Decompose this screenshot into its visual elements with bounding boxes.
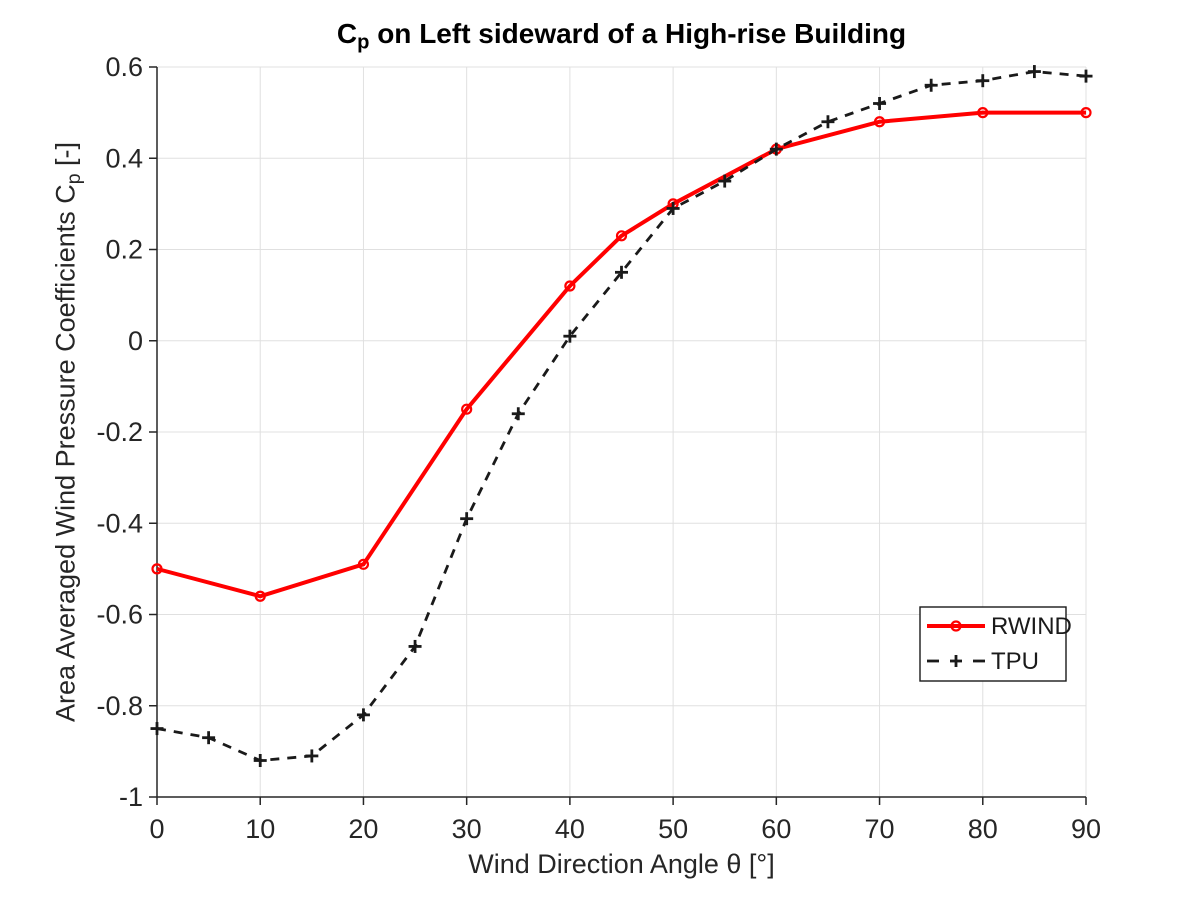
y-tick-labels: 0.6 0.4 0.2 0 -0.2 -0.4 -0.6 -0.8 -1 [96,52,143,812]
x-tick-label: 80 [968,814,998,844]
x-tick-label: 60 [761,814,791,844]
data-point-rwind [615,230,628,242]
data-point-rwind [254,590,266,602]
data-point-rwind [461,403,473,415]
data-point-tpu [769,142,783,156]
legend-label-rwind: RWIND [991,613,1072,640]
series-tpu [150,65,1093,767]
y-tick-label: -0.8 [96,691,143,721]
chart-title-main: C [336,18,358,49]
data-point-rwind [151,563,163,575]
x-tick-label: 10 [245,814,275,844]
y-tick-label: -0.2 [96,417,143,447]
data-point-rwind [357,558,370,570]
legend-sample-tpu [927,655,985,667]
x-tick-label: 20 [348,814,378,844]
y-axis-label-subscript: p [62,173,85,185]
x-tick-label: 40 [555,814,585,844]
data-point-tpu [408,639,422,653]
data-point-rwind [873,116,886,128]
data-point-tpu [356,708,370,722]
series-rwind [151,107,1092,602]
data-point-rwind [977,107,989,119]
y-tick-label: 0.4 [105,143,143,173]
y-axis-label: Area Averaged Wind Pressure Coefficients… [50,141,85,723]
chart-title-rest: on Left sideward of a High-rise Building [369,18,907,49]
data-point-tpu [305,749,319,763]
axes [149,66,1087,805]
data-point-tpu [821,115,835,129]
data-point-tpu [718,174,732,188]
legend: RWIND TPU [919,606,1072,682]
y-tick-label: -0.6 [96,600,143,630]
series-line-rwind [156,110,1086,599]
data-point-tpu [511,407,525,421]
data-point-tpu [1079,69,1093,83]
data-point-tpu [666,201,680,215]
y-axis-label-suffix: [-] [50,141,81,174]
legend-marker-rwind [950,620,962,632]
y-tick-label: -0.4 [96,508,143,538]
markers-tpu [150,65,1093,767]
y-tick-label: 0.2 [105,235,143,265]
data-point-tpu [976,74,990,88]
legend-label-tpu: TPU [991,648,1039,675]
legend-box [919,606,1067,682]
data-point-tpu [563,329,577,343]
data-point-tpu [202,731,216,745]
y-axis-label-prefix: Area Averaged Wind Pressure Coefficients… [50,184,81,723]
y-tick-label: 0 [128,326,143,356]
x-tick-label: 30 [452,814,482,844]
x-tick-label: 0 [149,814,164,844]
data-point-tpu [253,754,267,767]
grid-lines [156,66,1087,798]
data-point-tpu [150,722,164,736]
data-point-tpu [460,512,474,526]
x-axis-label: Wind Direction Angle θ [°] [157,849,1086,880]
x-tick-label: 70 [865,814,895,844]
data-point-tpu [615,265,628,279]
y-tick-label: -1 [119,782,143,812]
y-tick-label: 0.6 [105,52,143,82]
chart-title-subscript: p [357,31,370,54]
data-point-rwind [1080,107,1092,119]
markers-rwind [151,107,1092,602]
data-point-tpu [873,97,887,110]
data-point-tpu [924,78,938,92]
chart-title: Cp on Left sideward of a High-rise Build… [157,18,1086,53]
data-point-tpu [1027,65,1041,79]
x-tick-label: 50 [658,814,688,844]
x-tick-labels: 0 10 20 30 40 50 60 70 80 90 [149,814,1101,844]
x-axis-label-text: Wind Direction Angle θ [°] [468,849,775,879]
data-point-rwind [564,280,576,292]
x-tick-label: 90 [1071,814,1101,844]
